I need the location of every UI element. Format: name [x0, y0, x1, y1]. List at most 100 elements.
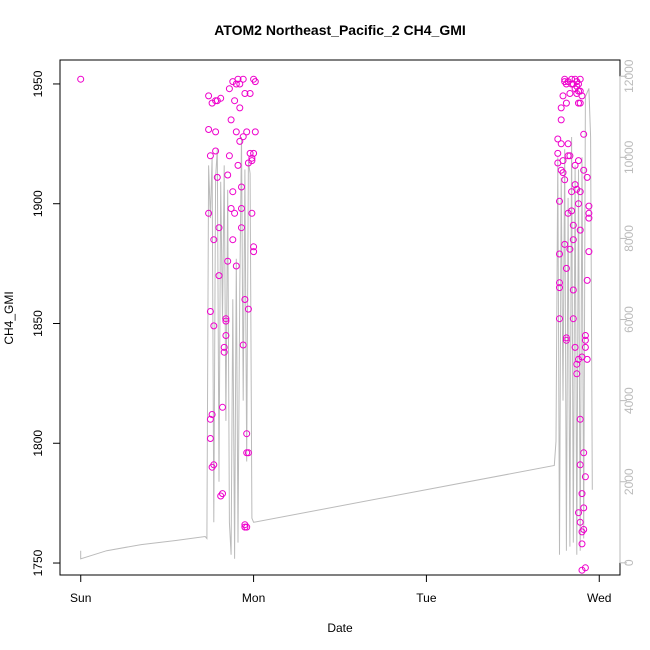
data-point: [243, 128, 251, 136]
data-point: [231, 209, 239, 217]
data-point: [220, 348, 228, 356]
data-point: [580, 166, 588, 174]
data-point: [585, 209, 593, 217]
data-point: [220, 343, 228, 351]
data-point: [578, 540, 586, 548]
data-point: [557, 140, 565, 148]
x-axis-label: Date: [327, 621, 353, 635]
chart-title: ATOM2 Northeast_Pacific_2 CH4_GMI: [214, 22, 466, 38]
data-point: [234, 161, 242, 169]
data-point: [246, 149, 254, 157]
data-point: [581, 332, 589, 339]
data-point: [77, 75, 85, 83]
data-point: [219, 490, 226, 498]
data-point: [229, 188, 237, 196]
y2-tick-label: 2000: [622, 468, 636, 495]
y2-tick-label: 8000: [622, 225, 636, 252]
data-point: [213, 173, 221, 181]
data-point: [250, 75, 258, 83]
secondary-series-layer: [80, 88, 593, 560]
data-point: [571, 343, 579, 351]
data-point: [575, 157, 582, 165]
data-point: [206, 308, 214, 315]
data-point: [578, 92, 586, 100]
data-point: [581, 336, 589, 344]
data-point: [239, 75, 247, 83]
y2-tick-label: 6000: [622, 306, 636, 333]
data-point: [208, 411, 216, 418]
data-point: [576, 87, 584, 95]
data-point: [559, 169, 567, 177]
y-axis-left: 1750 1800 1850 1900 1950: [31, 70, 61, 576]
data-point: [239, 133, 247, 141]
data-point: [576, 461, 584, 469]
y-axis-label: CH4_GMI: [2, 291, 16, 344]
data-point: [571, 181, 579, 189]
data-point: [559, 157, 567, 165]
data-point: [569, 236, 577, 244]
data-point: [581, 343, 589, 351]
data-point: [575, 509, 582, 517]
data-point: [576, 518, 584, 526]
data-point: [566, 90, 574, 97]
data-point: [569, 315, 577, 323]
data-point: [217, 94, 225, 102]
data-point: [238, 183, 245, 191]
y-tick-label: 1950: [31, 70, 45, 97]
y-tick-label: 1800: [31, 430, 45, 457]
data-point: [241, 296, 249, 303]
data-point: [562, 264, 570, 272]
data-point: [215, 272, 223, 280]
data-point: [578, 566, 586, 574]
data-point: [229, 236, 237, 244]
y2-tick-label: 0: [622, 559, 636, 566]
data-point: [244, 449, 252, 457]
data-point: [585, 202, 593, 210]
data-point: [244, 305, 252, 313]
y-tick-label: 1750: [31, 549, 45, 576]
y2-tick-label: 4000: [622, 387, 636, 414]
data-point: [569, 221, 577, 229]
data-point: [561, 176, 569, 184]
data-point: [205, 92, 213, 100]
data-point: [556, 197, 563, 205]
data-point: [238, 205, 245, 212]
data-point: [227, 205, 235, 212]
data-point: [210, 236, 218, 244]
data-point: [575, 355, 582, 363]
data-point: [581, 473, 589, 481]
data-point: [248, 157, 256, 165]
y-tick-label: 1900: [31, 190, 45, 217]
data-point: [583, 276, 591, 284]
data-point: [566, 245, 574, 253]
data-point: [576, 415, 584, 423]
data-point: [222, 315, 230, 323]
data-point: [556, 250, 563, 258]
data-point: [244, 159, 252, 167]
data-point: [583, 173, 591, 181]
data-point: [206, 435, 214, 442]
data-point: [576, 188, 584, 196]
data-point: [569, 286, 577, 294]
x-tick-label: Tue: [416, 591, 437, 605]
data-point: [205, 209, 213, 217]
data-point: [562, 336, 570, 344]
data-point: [212, 147, 220, 155]
secondary-series-line: [80, 88, 593, 560]
data-point: [573, 360, 581, 368]
data-point: [232, 80, 240, 88]
data-point: [225, 152, 233, 160]
data-point: [564, 209, 572, 217]
x-axis: Sun Mon Tue Wed: [70, 574, 611, 605]
x-tick-label: Wed: [587, 591, 611, 605]
data-point: [580, 130, 588, 138]
data-point: [239, 341, 247, 349]
data-point: [241, 521, 249, 529]
data-point: [238, 224, 245, 232]
data-point: [585, 248, 593, 256]
data-point: [225, 85, 233, 93]
data-point: [561, 240, 569, 248]
data-point: [206, 152, 214, 160]
ch4-points-layer: [77, 75, 593, 574]
